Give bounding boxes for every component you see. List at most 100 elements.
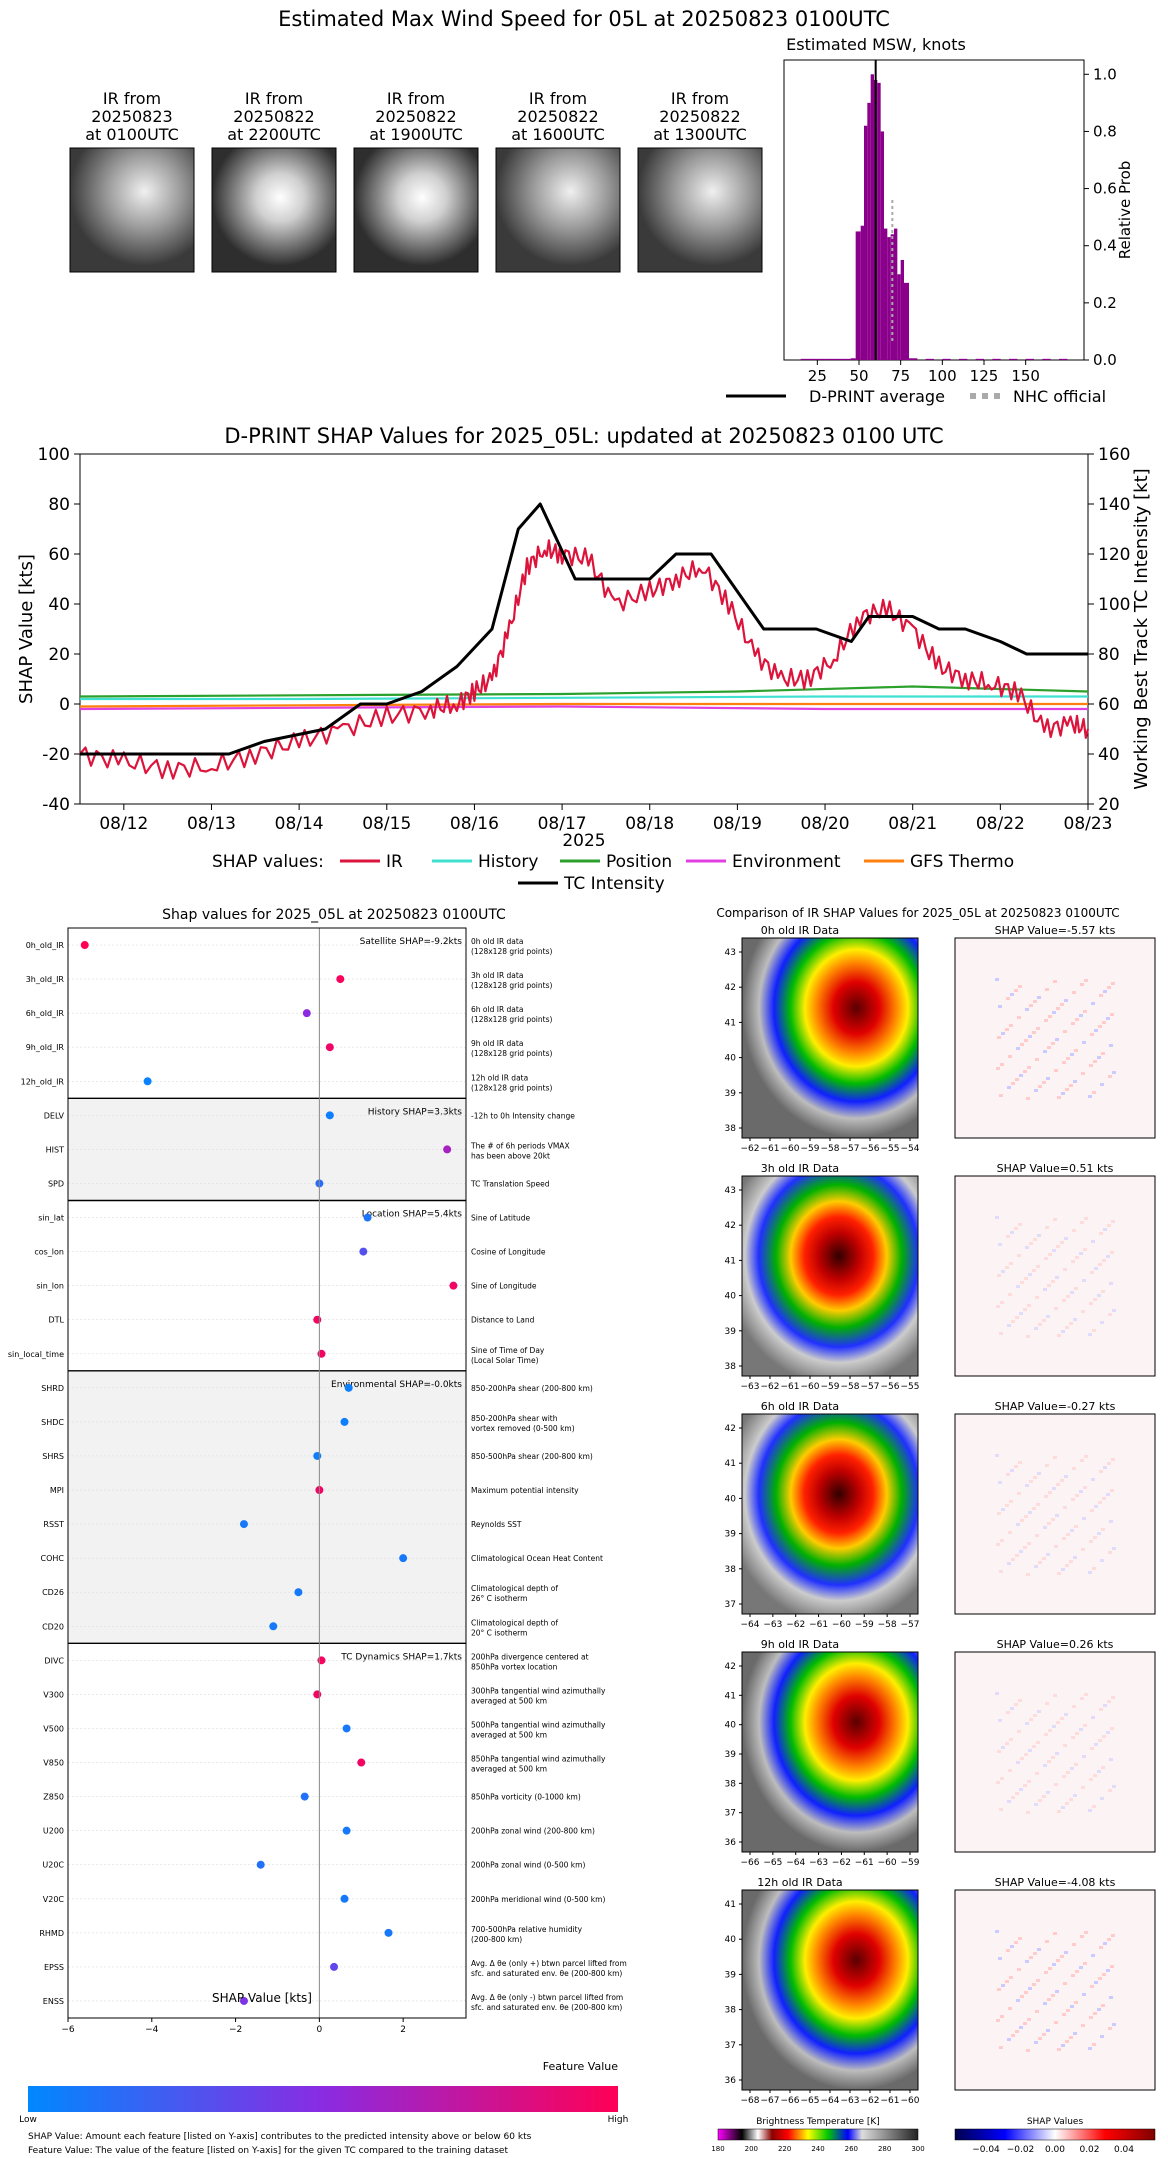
scatter-feature-desc: Climatological Ocean Heat Content <box>471 1554 603 1563</box>
shap-panel-speck <box>1063 1030 1067 1033</box>
series-line-ir <box>79 539 1090 780</box>
shap-panel-speck <box>1045 1464 1049 1467</box>
shap-panel-speck <box>1090 1033 1094 1036</box>
shap-panel-speck <box>1109 1996 1113 1999</box>
shap-panel-speck <box>1100 1559 1104 1562</box>
timeseries-y2tick-label: 60 <box>1098 695 1120 715</box>
ir-panel-ytick-label: 41 <box>725 1900 736 1910</box>
ir-panel-ytick-label: 43 <box>725 948 736 958</box>
scatter-feature-desc: 0h old IR data <box>471 937 523 946</box>
shap-panel-speck <box>1023 1308 1027 1311</box>
ir-panel-ytick-label: 38 <box>725 1362 737 1372</box>
shap-panel-speck <box>1111 982 1115 985</box>
shap-panel-speck <box>1035 1296 1039 1299</box>
shap-panel-speck <box>1053 1932 1057 1935</box>
legend-label: TC Intensity <box>563 874 665 894</box>
scatter-feature-desc: (128x128 grid points) <box>471 1083 552 1092</box>
timeseries-y2label: Working Best Track TC Intensity [kt] <box>1131 468 1152 789</box>
series-line-tc-intensity <box>80 502 1088 756</box>
timeseries-xtick-label: 08/13 <box>187 814 236 834</box>
ir-thumb-image <box>211 147 337 273</box>
shap-panel-speck <box>1011 2034 1015 2037</box>
histogram-bar <box>897 274 901 360</box>
timeseries-legend: SHAP values: IR History Position Environment… <box>212 852 1014 894</box>
scatter-feature-label: CD26 <box>42 1588 64 1597</box>
scatter-point <box>336 975 345 984</box>
histogram-bar <box>887 237 891 360</box>
timeseries-frame <box>79 453 1089 805</box>
histogram-xtick-label: 50 <box>849 367 868 385</box>
shap-panel-speck <box>1037 1948 1041 1951</box>
scatter-point <box>317 1656 326 1665</box>
shap-panel-speck <box>1062 2013 1066 2016</box>
shap-panel-speck <box>1106 1969 1110 1972</box>
scatter-point <box>313 1451 322 1460</box>
shap-panel-speck <box>1046 2029 1050 2032</box>
ir-thumb-caption: 20250822 <box>375 107 456 126</box>
shap-panel-speck <box>1057 1572 1061 1575</box>
scatter-feature-label: CD20 <box>42 1622 64 1631</box>
shap-panel-speck <box>1029 1004 1033 1007</box>
shap-panel-speck <box>997 1512 1001 1515</box>
shap-panel-speck <box>1094 1505 1098 1508</box>
ir-thumb-caption: IR from <box>103 89 161 108</box>
shap-panel-speck <box>1094 1981 1098 1984</box>
histogram-bar <box>880 131 884 360</box>
shap-panel-speck <box>1025 1484 1029 1487</box>
ir-panel-xtick-label: −57 <box>861 1382 880 1392</box>
shap-panel-speck <box>1109 1044 1113 1047</box>
ir-panel-xtick-label: −60 <box>878 1858 897 1868</box>
series-line-gfs-thermo <box>79 702 1088 708</box>
scatter-feature-desc: averaged at 500 km <box>471 1730 547 1739</box>
shap-panel-speck <box>1100 1797 1104 1800</box>
shap-panel-speck <box>1000 1301 1004 1304</box>
shap-panel-speck <box>1106 1493 1110 1496</box>
shap-panel-speck <box>1099 1708 1103 1711</box>
shap-panel-speck <box>997 1036 1001 1039</box>
ir-panel-ytick-label: 39 <box>725 1530 737 1540</box>
shap-panel-speck <box>1038 1085 1042 1088</box>
shap-panel-speck <box>1079 1014 1083 1017</box>
shap-panel-speck <box>1081 1310 1085 1313</box>
ir-panel-ytick-label: 38 <box>725 1124 737 1134</box>
scatter-feature-desc: (128x128 grid points) <box>471 981 552 990</box>
scatter-feature-label: V20C <box>43 1895 65 1904</box>
scatter-feature-label: HIST <box>46 1145 64 1154</box>
shap-panel-speck <box>1110 1965 1114 1968</box>
legend-dprint-label: D-PRINT average <box>809 387 945 406</box>
scatter-point <box>443 1145 452 1154</box>
shap-panel-speck <box>1009 1976 1013 1979</box>
shap-panel-speck <box>1037 1472 1041 1475</box>
shap-panel-speck <box>1052 1487 1056 1490</box>
ir-panel-title: 6h old IR Data <box>761 1400 839 1413</box>
histogram-bar <box>817 358 826 360</box>
timeseries-y2tick-label: 40 <box>1098 745 1120 765</box>
ir-panel-xtick-label: −60 <box>801 1382 820 1392</box>
ir-panel-title: 12h old IR Data <box>757 1876 842 1889</box>
timeseries-ytick-label: 100 <box>38 445 70 465</box>
ir-thumb-caption: at 0100UTC <box>85 125 179 144</box>
shap-panel-speck <box>1071 1022 1075 1025</box>
shap-panel-speck <box>1055 1038 1059 1041</box>
shap-panel-speck <box>1109 1282 1113 1285</box>
shap-panel-speck <box>1101 2004 1105 2007</box>
shap-panel-speck <box>1075 1256 1079 1259</box>
ir-panel-xtick-label: −62 <box>832 1858 851 1868</box>
shap-panel-speck <box>1014 1465 1018 1468</box>
scatter-point <box>317 1349 326 1358</box>
scatter-point <box>384 1928 393 1937</box>
ir-panel-xtick-label: −63 <box>809 1858 828 1868</box>
shap-panel-speck <box>1065 1802 1069 1805</box>
shap-panel-speck <box>1029 1718 1033 1721</box>
shap-panel-speck <box>1080 1935 1084 1938</box>
shap-panel-speck <box>1111 1696 1115 1699</box>
shap-panel-speck <box>1081 1072 1085 1075</box>
shap-panel-speck <box>1052 1011 1056 1014</box>
shap-panel-speck <box>1053 980 1057 983</box>
scatter-point <box>269 1622 278 1631</box>
shap-panel-speck <box>1071 1736 1075 1739</box>
shap-panel-speck <box>1016 1523 1020 1526</box>
shap-panel-speck <box>995 1454 999 1457</box>
shap-panel-speck <box>1005 1504 1009 1507</box>
ir-panel-image <box>741 937 919 1139</box>
